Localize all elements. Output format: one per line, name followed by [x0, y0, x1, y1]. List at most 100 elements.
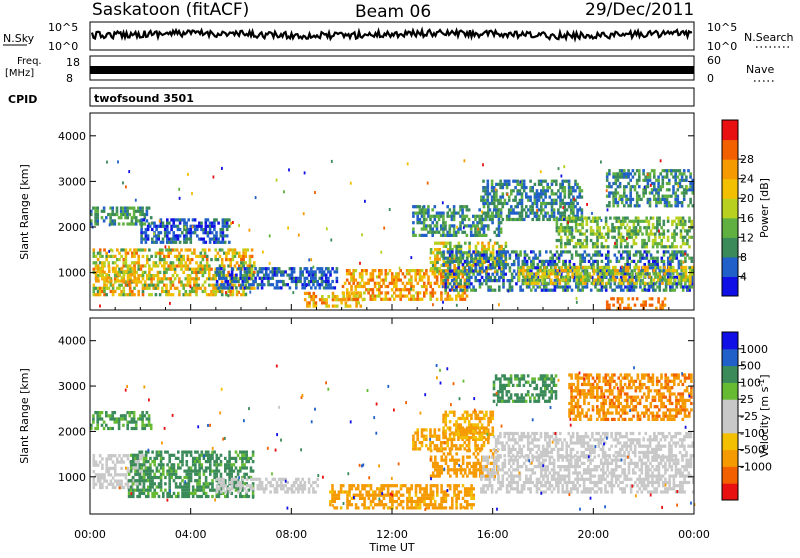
power-cell: [625, 279, 628, 282]
power-cell: [649, 172, 652, 175]
velocity-cell: [103, 473, 106, 476]
power-cell: [631, 245, 634, 248]
power-cell: [251, 268, 254, 271]
power-cell: [350, 288, 353, 291]
power-cell: [291, 274, 294, 277]
power-cell: [523, 180, 526, 183]
power-cell: [570, 192, 573, 195]
power-cell: [211, 231, 214, 234]
power-cell: [493, 208, 496, 211]
power-cell: [248, 270, 251, 273]
power-cell: [648, 250, 651, 253]
power-cell: [438, 231, 441, 234]
power-cell: [638, 172, 641, 175]
power-cell: [667, 229, 670, 232]
power-cell: [451, 298, 454, 301]
power-cell: [478, 231, 481, 234]
power-cell: [348, 295, 351, 298]
power-cell: [123, 279, 126, 282]
power-cell: [310, 286, 313, 289]
power-cell: [355, 269, 358, 272]
power-cell: [208, 271, 211, 274]
velocity-cell: [158, 470, 161, 473]
power-cell: [508, 199, 511, 202]
velocity-cell: [171, 495, 174, 498]
power-cell: [295, 283, 298, 286]
power-cell: [102, 273, 105, 276]
power-cell: [496, 269, 499, 272]
power-echo: [232, 221, 234, 224]
power-cell: [301, 270, 304, 273]
power-cell: [327, 280, 330, 283]
power-cell: [146, 210, 149, 213]
power-cell: [118, 287, 121, 290]
power-echo: [238, 291, 240, 294]
power-cell: [457, 266, 460, 269]
power-cell: [564, 282, 567, 285]
velocity-cell: [175, 470, 178, 473]
power-cell: [581, 189, 584, 192]
power-cell: [105, 293, 108, 296]
power-cell: [213, 228, 216, 231]
power-cell: [182, 258, 185, 261]
power-cell: [380, 272, 383, 275]
power-cell: [678, 266, 681, 269]
power-cell: [103, 261, 106, 264]
power-cell: [558, 260, 561, 263]
power-echo: [480, 264, 482, 267]
power-cell: [474, 276, 477, 279]
power-cell: [616, 269, 619, 272]
power-cell: [125, 258, 128, 261]
velocity-cell: [177, 492, 180, 495]
power-cell: [421, 298, 424, 301]
power-cell: [684, 260, 687, 263]
velocity-cell: [198, 473, 201, 476]
power-cell: [449, 263, 452, 266]
power-cell: [568, 196, 571, 199]
power-cell: [146, 219, 149, 222]
power-cell: [663, 229, 666, 232]
velocity-cell: [101, 424, 104, 427]
power-cell: [513, 260, 516, 263]
power-cell: [202, 284, 205, 287]
power-cell: [464, 269, 467, 272]
power-cell: [645, 242, 648, 245]
power-cell: [464, 218, 467, 221]
power-colorbar-segment: [722, 140, 738, 160]
power-cell: [299, 267, 302, 270]
power-cell: [325, 274, 328, 277]
power-cell: [617, 204, 620, 207]
power-cell: [222, 238, 225, 241]
power-cell: [653, 195, 656, 198]
power-cell: [631, 236, 634, 239]
power-cell: [352, 282, 355, 285]
power-cell: [540, 196, 543, 199]
power-cell: [586, 245, 589, 248]
power-cell: [653, 182, 656, 185]
power-cell: [633, 260, 636, 263]
power-cell: [676, 257, 679, 260]
power-cell: [628, 226, 631, 229]
power-echo: [683, 261, 685, 264]
power-cell: [586, 279, 589, 282]
power-cell: [618, 250, 621, 253]
power-cell: [515, 282, 518, 285]
power-echo: [359, 262, 361, 265]
power-cell: [511, 273, 514, 276]
power-cell: [581, 289, 584, 292]
power-cell: [410, 279, 413, 282]
power-cell: [205, 222, 208, 225]
power-cell: [157, 238, 160, 241]
power-colorbar-tick-label: 12: [740, 231, 754, 244]
power-cell: [453, 215, 456, 218]
power-cell: [436, 298, 439, 301]
power-cell: [564, 186, 567, 189]
power-cell: [686, 233, 689, 236]
power-cell: [623, 188, 626, 191]
power-cell: [442, 218, 445, 221]
power-cell: [579, 217, 582, 220]
power-cell: [172, 222, 175, 225]
power-cell: [272, 277, 275, 280]
power-cell: [509, 266, 512, 269]
power-cell: [622, 236, 625, 239]
